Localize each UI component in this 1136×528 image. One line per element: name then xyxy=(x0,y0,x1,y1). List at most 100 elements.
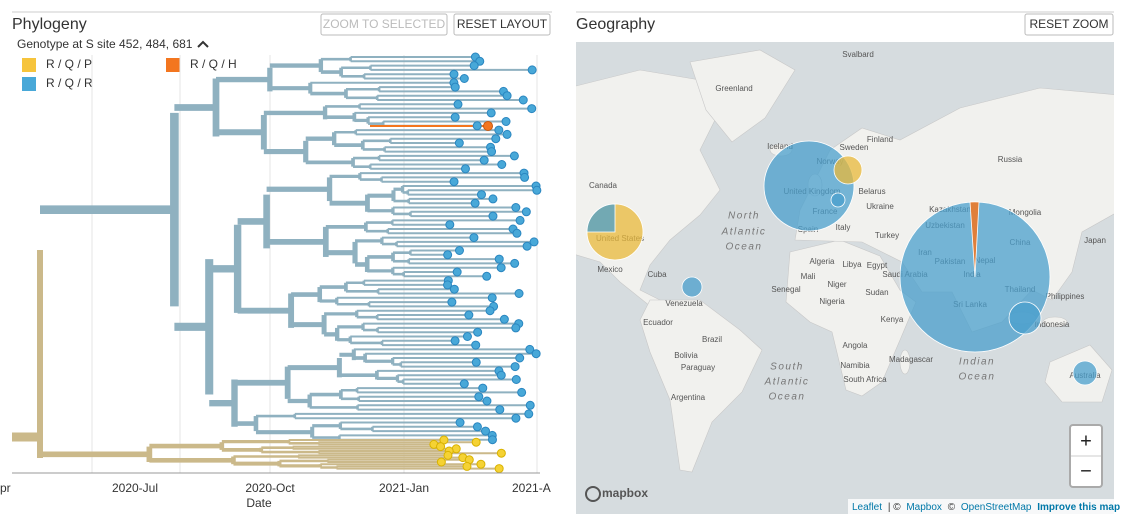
tip xyxy=(510,362,520,372)
place-label: Svalbard xyxy=(842,50,874,59)
button-label[interactable]: ZOOM TO SELECTED xyxy=(323,17,446,31)
tip xyxy=(454,138,464,148)
tip xyxy=(515,215,525,225)
tip xyxy=(511,203,521,212)
tip xyxy=(476,459,486,469)
tip xyxy=(510,258,520,268)
panel-title: Phylogeny xyxy=(12,16,87,33)
place-label: Russia xyxy=(998,155,1023,164)
place-label: Kenya xyxy=(881,315,904,324)
place-label: Libya xyxy=(842,260,862,269)
link[interactable]: Leaflet xyxy=(852,502,882,513)
tip xyxy=(443,250,453,260)
tip xyxy=(517,387,527,397)
tip xyxy=(469,233,479,243)
attribution-bg xyxy=(848,499,1114,514)
tip xyxy=(482,396,492,406)
collapse-icon[interactable] xyxy=(197,40,209,48)
tip xyxy=(487,435,497,445)
tip xyxy=(522,241,532,251)
tip xyxy=(487,147,497,157)
tip xyxy=(496,370,506,380)
tip xyxy=(472,121,482,131)
tip xyxy=(494,254,504,264)
zoom-in[interactable]: + xyxy=(1080,430,1092,452)
place-label: Belarus xyxy=(858,187,885,196)
place-label: Ecuador xyxy=(643,318,673,327)
place-label: Nigeria xyxy=(819,297,845,306)
tip xyxy=(502,129,512,139)
place-label: Iceland xyxy=(767,142,793,151)
place-label: Madagascar xyxy=(889,355,933,364)
tip xyxy=(459,379,469,389)
button[interactable] xyxy=(1024,13,1114,36)
tip xyxy=(525,400,535,410)
place-label: Mexico xyxy=(597,265,623,274)
tip xyxy=(476,190,486,200)
place-label: Indonesia xyxy=(1035,320,1070,329)
tip xyxy=(443,450,453,460)
link[interactable]: OpenStreetMap xyxy=(961,502,1032,513)
tip xyxy=(478,383,488,393)
tip xyxy=(469,61,479,71)
tip xyxy=(501,117,511,126)
map[interactable]: SvalbardGreenlandIcelandSwedenNorwayFinl… xyxy=(560,42,1130,514)
place-label: Ocean xyxy=(769,392,806,403)
tip xyxy=(471,340,481,350)
x-tick-label: 2021-A xyxy=(512,481,551,495)
logo-icon xyxy=(585,486,601,502)
button-label[interactable]: RESET ZOOM xyxy=(1029,17,1108,31)
place-label: Bolivia xyxy=(674,351,698,360)
tip xyxy=(436,457,446,467)
place-label: Ocean xyxy=(726,242,763,253)
text: © xyxy=(948,502,956,513)
tip xyxy=(455,418,465,427)
place-label: Greenland xyxy=(715,84,752,93)
tip xyxy=(495,405,505,415)
tip xyxy=(488,194,498,204)
tip xyxy=(491,134,501,144)
place-label: Philippines xyxy=(1046,292,1085,301)
place-label: Turkey xyxy=(875,231,899,240)
tip xyxy=(531,349,541,359)
tip xyxy=(487,293,497,303)
tip xyxy=(525,344,535,354)
link[interactable]: Improve this map xyxy=(1037,502,1120,513)
legend-label: R / Q / P xyxy=(46,57,92,71)
place-label: South Africa xyxy=(843,375,887,384)
place-label: Niger xyxy=(827,280,846,289)
tip xyxy=(443,280,453,290)
tip xyxy=(449,69,459,79)
place-label: Indian xyxy=(959,357,995,368)
tip xyxy=(471,437,481,447)
place-label: Brazil xyxy=(702,335,722,344)
place-label: Canada xyxy=(589,181,618,190)
tip xyxy=(488,211,498,221)
tip xyxy=(485,306,495,316)
link[interactable]: Mapbox xyxy=(906,502,942,513)
button[interactable] xyxy=(453,13,551,36)
zoom-out[interactable]: − xyxy=(1080,460,1092,482)
tip xyxy=(499,314,509,324)
legend-swatch xyxy=(22,77,36,91)
tip xyxy=(445,220,455,230)
button-label[interactable]: RESET LAYOUT xyxy=(457,17,548,31)
x-tick-label: 2021-Jan xyxy=(379,481,429,495)
tip xyxy=(460,164,470,174)
tip xyxy=(521,207,531,217)
tip xyxy=(527,65,537,75)
tip xyxy=(511,323,521,333)
button[interactable] xyxy=(320,13,448,36)
tip xyxy=(450,336,460,346)
place-label: Paraguay xyxy=(681,363,715,372)
text: | © xyxy=(888,502,901,513)
tip xyxy=(497,160,507,169)
tip xyxy=(481,426,491,436)
color-by: Genotype at S site 452, 484, 681 xyxy=(17,37,193,51)
place-label: Japan xyxy=(1084,236,1106,245)
tip xyxy=(486,108,496,118)
place-label: Ukraine xyxy=(866,202,894,211)
tip xyxy=(449,177,459,187)
